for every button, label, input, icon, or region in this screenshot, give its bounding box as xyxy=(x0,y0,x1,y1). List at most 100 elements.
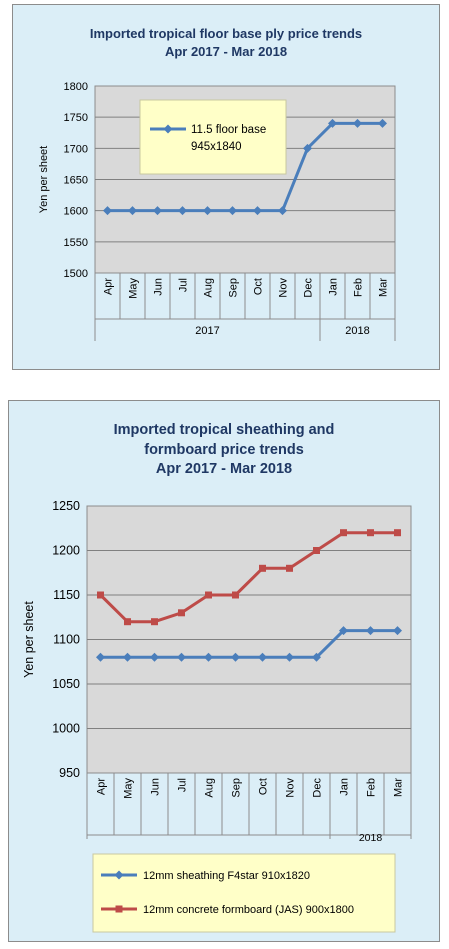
x-tick-label: Jan xyxy=(339,778,351,796)
x-tick-label: May xyxy=(123,778,135,799)
x-tick-label: May xyxy=(128,278,140,299)
chart-title: Imported tropical sheathing and formboar… xyxy=(9,421,439,480)
y-tick-label: 1650 xyxy=(64,175,88,187)
series-line xyxy=(99,531,398,624)
floor-base-line-chart: 1500 1550 1600 1650 1700 1750 1800 Yen per shee… xyxy=(38,81,396,341)
y-axis-label: Yen per sheet xyxy=(22,601,36,678)
chart-title: Imported tropical floor base ply price t… xyxy=(13,25,439,60)
data-point xyxy=(231,652,240,662)
x-tick-label: Aug xyxy=(204,778,216,798)
x-tick-label: Feb xyxy=(353,278,365,297)
x-tick-label: Apr xyxy=(96,778,108,795)
data-point xyxy=(394,529,401,537)
data-point xyxy=(153,206,162,216)
legend-box xyxy=(92,853,396,933)
data-point xyxy=(328,118,337,128)
data-point xyxy=(150,652,159,662)
x-tick-label: Mar xyxy=(393,778,405,797)
data-point xyxy=(232,591,239,599)
x-tick-label: Mar xyxy=(378,278,390,297)
legend-label: 945x1840 xyxy=(191,141,242,153)
x-tick-label: Jan xyxy=(328,278,340,296)
x-tick-label: Oct xyxy=(253,278,265,295)
year-group-label: 2018 xyxy=(359,832,383,844)
x-tick-label: Jun xyxy=(153,278,165,296)
data-point xyxy=(128,206,137,216)
chart-title-line: formboard price trends xyxy=(144,441,304,458)
chart-title-line: Imported tropical sheathing and xyxy=(113,422,335,438)
y-tick-label: 1700 xyxy=(64,143,88,155)
sheathing-formboard-chart-panel: Imported tropical sheathing and formboar… xyxy=(8,400,440,942)
x-tick-label: Apr xyxy=(103,278,115,295)
x-tick-label: Sep xyxy=(228,278,240,298)
x-tick-label: Aug xyxy=(203,278,215,298)
data-point xyxy=(285,652,294,662)
chart-subtitle-line: Apr 2017 - Mar 2018 xyxy=(164,43,288,59)
y-tick-label: 1600 xyxy=(64,206,88,218)
data-point xyxy=(96,652,105,662)
data-point xyxy=(313,547,320,554)
x-tick-label: Jul xyxy=(177,778,189,792)
chart-subtitle-line: Apr 2017 - Mar 2018 xyxy=(155,461,293,478)
data-point xyxy=(228,206,237,216)
y-axis-label: Yen per sheet xyxy=(38,146,50,213)
data-point xyxy=(103,206,112,216)
x-tick-label: Dec xyxy=(312,778,324,798)
data-point xyxy=(353,118,362,128)
y-tick-label: 1550 xyxy=(64,237,88,249)
data-point xyxy=(367,529,374,537)
legend-box xyxy=(139,99,287,175)
floor-base-chart-panel: Imported tropical floor base ply price t… xyxy=(12,4,440,370)
legend-marker xyxy=(115,905,123,913)
x-tick-label: Nov xyxy=(285,778,297,798)
year-group-label: 2018 xyxy=(345,325,369,337)
data-point xyxy=(259,564,266,572)
sheathing-formboard-line-chart: 950 1000 1050 1100 1150 1200 1250 Yen per sheet… xyxy=(22,499,412,933)
x-tick-label: Jul xyxy=(178,278,190,292)
y-tick-label: 1000 xyxy=(52,722,80,736)
data-point xyxy=(124,618,131,626)
y-tick-label: 1150 xyxy=(53,588,80,602)
data-point xyxy=(178,206,187,216)
legend-label: 11.5 floor base xyxy=(191,124,266,136)
data-point xyxy=(278,206,287,216)
y-tick-label: 950 xyxy=(59,766,80,780)
data-point xyxy=(339,626,348,636)
data-point xyxy=(123,652,132,662)
y-tick-label: 1250 xyxy=(52,499,80,513)
x-tick-label: Jun xyxy=(150,778,162,796)
data-point xyxy=(178,609,185,617)
legend-marker xyxy=(163,124,173,134)
data-point xyxy=(340,529,347,537)
data-point xyxy=(205,591,212,599)
data-point xyxy=(204,652,213,662)
data-point xyxy=(151,618,158,626)
x-tick-label: Dec xyxy=(303,278,315,298)
data-point xyxy=(97,591,104,599)
data-point xyxy=(258,652,267,662)
x-tick-label: Nov xyxy=(278,278,290,298)
data-point xyxy=(378,118,387,128)
x-tick-label: Sep xyxy=(231,778,243,798)
legend-label: 12mm sheathing F4star 910x1820 xyxy=(143,870,310,882)
data-point xyxy=(312,652,321,662)
data-point xyxy=(286,564,293,572)
y-tick-label: 1800 xyxy=(64,81,88,93)
data-point xyxy=(203,206,212,216)
y-tick-label: 1050 xyxy=(52,677,80,691)
data-point xyxy=(303,143,312,153)
x-tick-label: Oct xyxy=(258,778,270,795)
data-point xyxy=(393,626,402,636)
year-group-label: 2017 xyxy=(195,325,219,337)
data-point xyxy=(253,206,262,216)
data-point xyxy=(177,652,186,662)
y-tick-label: 1200 xyxy=(52,544,80,558)
y-tick-label: 1500 xyxy=(64,268,88,280)
data-point xyxy=(366,626,375,636)
legend-label: 12mm concrete formboard (JAS) 900x1800 xyxy=(143,904,354,916)
chart-title-line: Imported tropical floor base ply price t… xyxy=(89,26,363,41)
x-tick-label: Feb xyxy=(366,778,378,797)
y-tick-label: 1100 xyxy=(53,633,80,647)
y-tick-label: 1750 xyxy=(64,112,88,124)
legend-marker xyxy=(114,870,124,880)
